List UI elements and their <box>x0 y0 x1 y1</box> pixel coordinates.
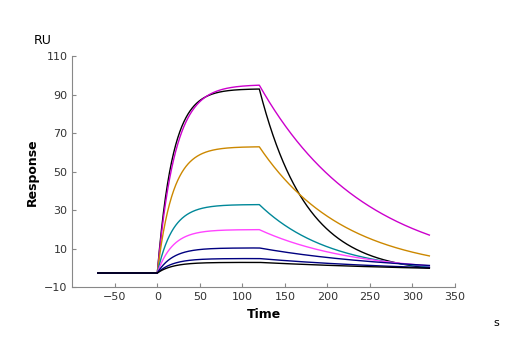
Text: s: s <box>494 318 499 328</box>
Y-axis label: Response: Response <box>26 138 38 206</box>
Text: RU: RU <box>34 34 52 47</box>
X-axis label: Time: Time <box>246 308 281 321</box>
